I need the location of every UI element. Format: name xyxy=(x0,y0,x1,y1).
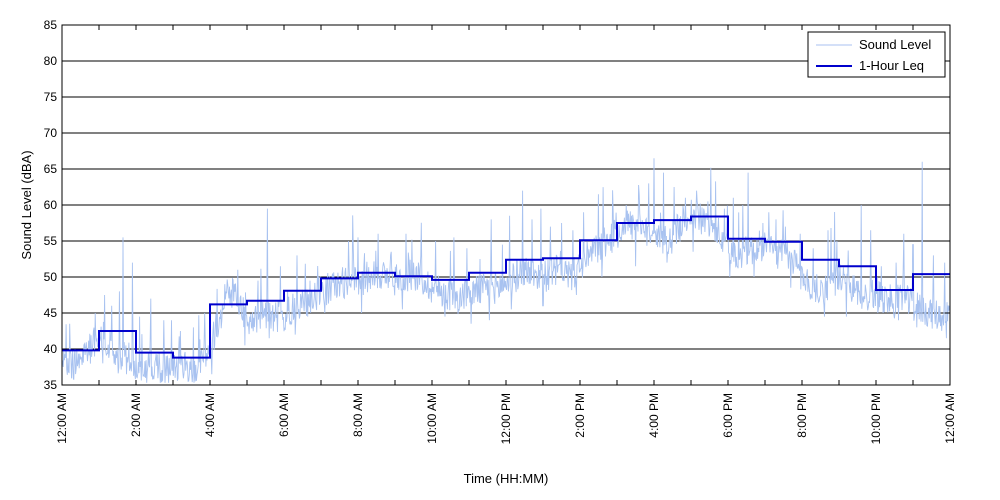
x-tick-label: 2:00 AM xyxy=(129,393,143,437)
legend-label-1-hour-leq: 1-Hour Leq xyxy=(859,58,924,73)
x-tick-label: 4:00 PM xyxy=(647,393,661,438)
x-tick-label: 12:00 AM xyxy=(55,393,69,444)
x-tick-label: 12:00 PM xyxy=(499,393,513,444)
y-tick-label: 70 xyxy=(44,126,58,140)
y-tick-label: 35 xyxy=(44,378,58,392)
axis-ticks: 35 40 45 50 55 60 65 70 75 80 85 12:00 AM 2:00 AM 4:0… xyxy=(44,18,957,444)
y-tick-label: 65 xyxy=(44,162,58,176)
y-tick-label: 45 xyxy=(44,306,58,320)
y-tick-label: 75 xyxy=(44,90,58,104)
legend-box xyxy=(807,31,946,78)
x-tick-label: 10:00 PM xyxy=(869,393,883,444)
y-tick-label: 50 xyxy=(44,270,58,284)
x-tick-label: 12:00 AM xyxy=(943,393,957,444)
x-tick-label: 8:00 PM xyxy=(795,393,809,438)
y-tick-label: 80 xyxy=(44,54,58,68)
x-axis-title: Time (HH:MM) xyxy=(464,471,549,486)
x-tick-label: 8:00 AM xyxy=(351,393,365,437)
y-tick-label: 40 xyxy=(44,342,58,356)
x-tick-label: 6:00 PM xyxy=(721,393,735,438)
legend: Sound Level 1-Hour Leq xyxy=(807,31,946,78)
x-tick-label: 4:00 AM xyxy=(203,393,217,437)
y-tick-label: 85 xyxy=(44,18,58,32)
y-tick-label: 60 xyxy=(44,198,58,212)
y-axis-title: Sound Level (dBA) xyxy=(19,150,34,259)
series-layer xyxy=(61,158,951,383)
legend-label-sound-level: Sound Level xyxy=(859,37,931,52)
x-tick-label: 6:00 AM xyxy=(277,393,291,437)
y-tick-label: 55 xyxy=(44,234,58,248)
gridlines xyxy=(62,60,950,350)
x-tick-label: 10:00 AM xyxy=(425,393,439,444)
series-1-hour-leq-line xyxy=(62,215,950,359)
x-tick-label: 2:00 PM xyxy=(573,393,587,438)
